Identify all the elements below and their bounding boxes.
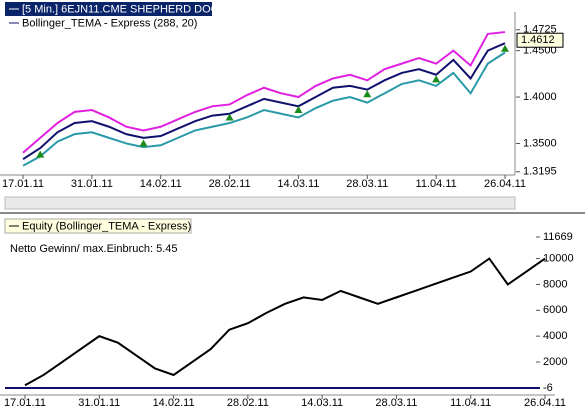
x-tick-label: 26.04.11 [484,178,526,190]
signal-marker [432,75,441,83]
signal-marker [363,90,372,98]
y-tick-label: 2000 [543,356,567,368]
title-bar [5,2,212,16]
y-tick-label: 4000 [543,330,567,342]
x-tick-label: 11.04.11 [450,397,491,409]
x-tick-label: 14.03.11 [301,397,343,409]
legend-box [4,218,192,234]
x-tick-label: 28.02.11 [227,397,269,409]
x-tick-label: 17.01.11 [4,397,46,409]
series-line [22,51,506,167]
legend-text: Equity (Bollinger_TEMA - Express) [22,220,191,232]
x-tick-label: 11.04.11 [416,178,457,190]
y-tick-label: 11669 [543,231,573,243]
last-value-box [516,32,564,48]
signal-marker [36,150,45,158]
series-line [24,257,546,387]
y-tick-label: 8000 [543,278,567,290]
x-tick-label: 28.03.11 [375,397,417,409]
x-tick-label: 17.01.11 [2,178,44,190]
y-tick-label: 6000 [543,304,567,316]
series-line [22,42,506,161]
x-tick-label: 31.01.11 [71,178,113,190]
x-tick-label: 14.02.11 [140,178,182,190]
y-tick-label: -6 [543,382,553,394]
annotation: Netto Gewinn/ max.Einbruch: 5.45 [10,243,178,255]
x-tick-label: 31.01.11 [78,397,120,409]
y-tick-label: 1.3195 [523,166,557,178]
signal-marker [139,139,148,147]
series-line [22,31,506,154]
y-tick-label: 10000 [543,252,574,264]
x-tick-label: 14.03.11 [277,178,319,190]
signal-marker [294,106,303,114]
chart-title: [5 Min.] 6EJN11.CME SHEPHERD DOG [22,3,219,15]
scrollbar[interactable] [4,196,516,210]
last-value-label: 1.4612 [521,34,555,46]
x-tick-label: 26.04.11 [524,397,566,409]
y-tick-label: 1.4000 [523,91,557,103]
legend-text: Bollinger_TEMA - Express (288, 20) [22,17,197,29]
y-tick-label: 1.4725 [523,24,557,36]
x-tick-label: 14.02.11 [153,397,195,409]
x-tick-label: 28.03.11 [346,178,388,190]
y-tick-label: 1.3500 [523,137,557,149]
x-tick-label: 28.02.11 [209,178,251,190]
signal-marker [225,113,234,121]
signal-marker [501,44,509,52]
